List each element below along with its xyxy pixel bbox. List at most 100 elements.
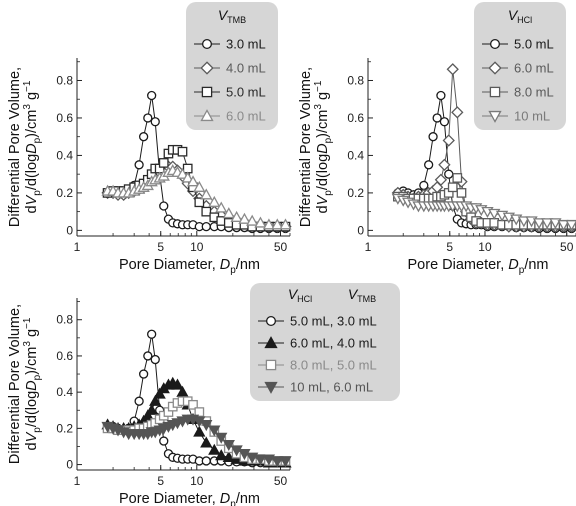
y-tick-label: 0.6 — [56, 111, 73, 125]
x-tick-label: 50 — [274, 240, 288, 254]
data-point — [262, 218, 276, 230]
data-point — [215, 432, 228, 444]
legend-header: VTMB — [218, 7, 246, 25]
data-point — [230, 210, 243, 222]
data-point — [153, 387, 166, 399]
y-label-dlog: /d(log — [315, 154, 331, 190]
y-axis-label-line2: dVp/d(logDp)/cm3 g−1 — [22, 317, 43, 450]
data-point — [271, 218, 284, 230]
data-point — [419, 180, 429, 191]
y-label-d: d — [24, 205, 40, 213]
y-label-dlog: /d(log — [24, 391, 40, 427]
data-point — [147, 329, 157, 339]
legend-header-sub: HCl — [517, 15, 532, 25]
y-label-sub-p2: p — [32, 137, 43, 143]
y-label-sup3: 3 — [313, 104, 324, 110]
legend-header: VHCl — [508, 7, 532, 25]
y-label-sup-neg1: −1 — [313, 80, 324, 92]
legend-marker — [264, 336, 278, 349]
data-point — [254, 216, 267, 228]
legend-label: 8.0 mL — [514, 85, 554, 100]
x-tick-label: 5 — [157, 240, 164, 254]
y-label-cm: )/cm — [315, 110, 331, 138]
data-point — [194, 407, 205, 417]
x-tick-label: 5 — [157, 474, 164, 488]
legend-label: 3.0 mL — [226, 37, 266, 52]
data-point — [451, 106, 464, 119]
data-point — [208, 195, 221, 207]
data-point — [149, 394, 162, 406]
legend-marker — [201, 86, 213, 98]
data-point — [176, 385, 189, 397]
legend-header-sub: TMB — [227, 15, 246, 25]
x-axis-label: Pore Diameter, Dp/nm — [119, 257, 260, 276]
data-point — [171, 378, 184, 390]
legend-box — [186, 2, 278, 130]
x-axis-label-unit: /nm — [236, 491, 260, 506]
data-point — [208, 425, 221, 437]
legend-label: 6.0 mL, 4.0 mL — [290, 336, 377, 351]
data-point — [222, 439, 235, 452]
data-point — [177, 146, 188, 157]
y-label-cm: )/cm — [24, 347, 40, 375]
x-axis-label-unit: /nm — [236, 257, 260, 273]
data-point — [246, 452, 259, 464]
y-axis-label-line1: Differential Pore Volume, — [298, 67, 314, 227]
x-axis-label-unit: /nm — [524, 257, 548, 273]
data-point — [193, 180, 206, 192]
data-point — [438, 158, 451, 171]
data-point — [434, 173, 448, 186]
data-point — [200, 188, 213, 200]
data-point — [201, 456, 211, 466]
y-axis-label: Differential Pore Volume, dVp/d(logDp)/cm… — [7, 67, 43, 227]
y-label-g: g — [315, 92, 331, 104]
data-point — [176, 167, 189, 179]
data-point — [271, 456, 284, 468]
data-point — [200, 420, 213, 432]
x-axis-label-sub: p — [230, 499, 236, 506]
y-tick-label: 0.4 — [347, 148, 364, 162]
data-point — [517, 216, 531, 228]
legend-label: 4.0 mL — [226, 61, 266, 76]
data-point — [557, 220, 570, 232]
data-point — [186, 175, 200, 187]
data-point — [432, 113, 442, 123]
legend-label: 10 mL — [514, 109, 550, 124]
data-point — [138, 132, 149, 142]
y-label-D: D — [315, 143, 331, 153]
y-label-cm: )/cm — [24, 110, 40, 138]
legend-header: VTMB — [348, 286, 376, 304]
data-point — [182, 163, 193, 174]
x-axis-label: Pore Diameter, Dp/nm — [119, 491, 260, 506]
data-point — [424, 160, 434, 170]
legend-header-sub: TMB — [357, 294, 376, 304]
y-label-sub-p: p — [32, 427, 43, 433]
y-label-sub-p: p — [323, 190, 334, 196]
x-tick-label: 50 — [274, 474, 288, 488]
data-point — [208, 443, 221, 455]
data-point — [456, 188, 467, 198]
legend-marker — [488, 110, 502, 123]
data-point — [193, 425, 206, 437]
data-point — [444, 169, 454, 179]
legend-marker — [265, 359, 277, 371]
data-point — [147, 90, 157, 101]
x-axis-label: Pore Diameter, Dp/nm — [408, 257, 549, 276]
legend-header-var: V — [288, 286, 299, 302]
data-point — [489, 218, 500, 228]
legend-label: 8.0 mL, 5.0 mL — [290, 358, 377, 373]
y-label-sub-p: p — [32, 190, 43, 196]
x-tick-label: 50 — [560, 240, 574, 254]
data-point — [215, 449, 228, 461]
data-point — [541, 218, 554, 230]
data-point — [279, 456, 292, 468]
data-point — [134, 160, 144, 170]
x-tick-label: 10 — [190, 474, 204, 488]
legend-label: 6.0 mL — [514, 61, 554, 76]
y-tick-label: 0 — [66, 223, 73, 237]
legend-label: 6.0 mL — [226, 109, 266, 124]
data-point — [230, 445, 243, 457]
data-point — [452, 173, 463, 183]
